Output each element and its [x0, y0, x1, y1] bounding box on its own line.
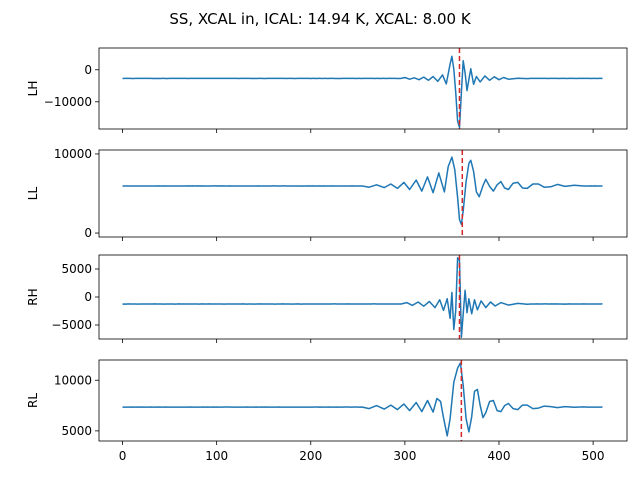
series-line-rh [122, 257, 603, 339]
subplot-lh: 0 −10000 LH [26, 47, 628, 133]
axes-frame-ll [98, 149, 628, 238]
x-tick-label: 300 [393, 449, 416, 463]
x-tick-label: 500 [582, 449, 605, 463]
axes-frame-rl [98, 359, 628, 442]
y-tick-label: 5000 [61, 424, 92, 438]
y-axis-label: RH [26, 288, 40, 305]
figure-title: SS, XCAL in, ICAL: 14.94 K, XCAL: 8.00 K [169, 10, 472, 28]
y-tick-label: 10000 [54, 373, 92, 387]
y-axis-label: RL [26, 393, 40, 408]
axes-frame-lh [98, 47, 628, 130]
y-tick-label: 0 [84, 63, 92, 77]
y-tick-label: −10000 [44, 95, 92, 109]
subplot-rl: 0 100 200 300 400 500 10000 5000 RL [26, 359, 628, 463]
series-line-ll [122, 156, 603, 226]
y-tick-label: 0 [84, 226, 92, 240]
x-tick-label: 400 [488, 449, 511, 463]
x-tick-label: 200 [299, 449, 322, 463]
subplots: 0 −10000 LH 10000 0 LL 5000 0 −5000 RH 0 100 200 300 4… [26, 47, 628, 463]
subplot-rh: 5000 0 −5000 RH [26, 254, 628, 343]
series-line-lh [122, 55, 603, 129]
y-tick-label: 5000 [61, 262, 92, 276]
x-tick-label: 100 [205, 449, 228, 463]
y-tick-label: 0 [84, 290, 92, 304]
subplot-ll: 10000 0 LL [26, 147, 628, 241]
y-tick-label: 10000 [54, 147, 92, 161]
x-tick-label: 0 [119, 449, 127, 463]
y-axis-label: LL [26, 187, 40, 201]
y-axis-label: LH [26, 81, 40, 97]
series-line-rl [122, 362, 603, 437]
y-tick-label: −5000 [51, 318, 92, 332]
